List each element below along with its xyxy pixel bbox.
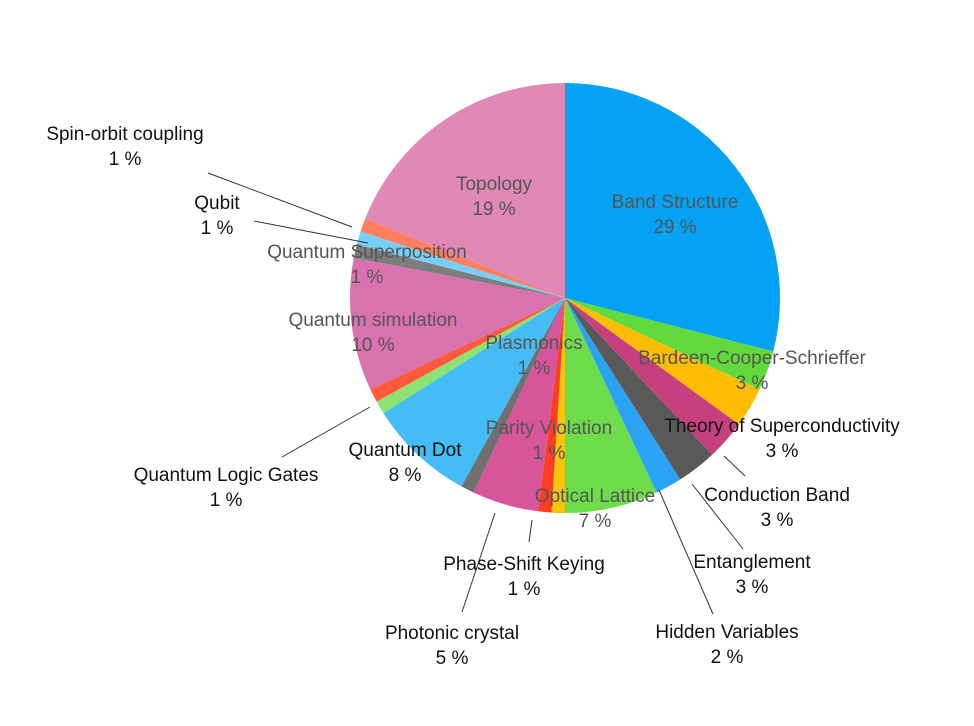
slice-value-label-theory-of-superconductivity: 3 % [766, 441, 799, 462]
leader-line-entanglement [691, 483, 744, 550]
slice-name-label-hidden-variables: Hidden Variables [655, 622, 798, 643]
slice-value-label-bardeen-cooper-schrieffer: 3 % [736, 373, 769, 394]
slice-value-label-conduction-band: 3 % [761, 510, 794, 531]
slice-name-label-topology: Topology [456, 174, 533, 195]
slice-value-label-parity-violation: 1 % [533, 443, 566, 464]
leader-line-qubit [253, 220, 369, 244]
pie-slice-conduction-band-3 [565, 298, 739, 455]
leader-line-phase-shift-keying [528, 519, 533, 543]
leader-lines [207, 172, 746, 615]
pie-slice-topology-18 [365, 83, 565, 298]
slice-value-label-entanglement: 3 % [736, 577, 769, 598]
pie-slice-bardeen-cooper-schrieffer-1 [565, 298, 774, 390]
pie-slices [350, 82, 781, 513]
leader-line-hidden-variables [658, 489, 714, 615]
slice-labels: Band Structure 29 % Bardeen-Cooper-Schrief… [46, 124, 900, 669]
pie-slice-plasmonics-10 [461, 298, 565, 493]
slice-value-label-qubit: 1 % [201, 218, 234, 239]
slice-name-label-quantum-superposition: Quantum Superposition [267, 242, 467, 263]
pie-slice-quantum-superposition-15 [353, 244, 565, 298]
slice-name-label-parity-violation: Parity Violation [486, 418, 612, 439]
leader-line-photonic-crystal [461, 512, 496, 613]
slice-value-label-band-structure: 29 % [653, 217, 696, 238]
slice-name-label-conduction-band: Conduction Band [704, 485, 850, 506]
slice-name-label-plasmonics: Plasmonics [485, 333, 582, 354]
slice-value-label-phase-shift-keying: 1 % [508, 579, 541, 600]
slice-name-label-quantum-logic-gates: Quantum Logic Gates [134, 465, 319, 486]
pie-slice-quantum-logic-gates-12 [376, 298, 565, 414]
pie-slice-quantum-simulation-14 [350, 257, 565, 390]
pie-slice-entanglement-4 [565, 298, 713, 480]
pie-slice-theory-of-superconductivity-2 [565, 298, 760, 425]
pie-slice-phase-shift-13 [370, 298, 565, 402]
slice-name-label-phase-shift-keying: Phase-Shift Keying [443, 554, 605, 575]
slice-name-label-quantum-dot: Quantum Dot [349, 440, 463, 461]
slice-name-label-band-structure: Band Structure [612, 192, 739, 213]
slice-name-label-quantum-simulation: Quantum simulation [289, 310, 458, 331]
slice-value-label-quantum-superposition: 1 % [351, 267, 384, 288]
slice-value-label-quantum-logic-gates: 1 % [210, 490, 243, 511]
slice-name-label-optical-lattice: Optical Lattice [535, 486, 655, 507]
pie-slice-photonic-crystal-9 [473, 298, 565, 512]
slice-value-label-hidden-variables: 2 % [711, 647, 744, 668]
pie-slice-optical-lattice-6 [565, 298, 657, 513]
pie-slice-quantum-dot-11 [383, 298, 565, 487]
leader-line-conduction-band [723, 455, 746, 477]
pie-slice-spin-orbit-coupling-17 [360, 218, 565, 298]
pie-slice-parity-violation-7 [551, 298, 565, 513]
pie-slice-hidden-variables-5 [565, 298, 681, 493]
slice-name-label-bardeen-cooper-schrieffer: Bardeen-Cooper-Schrieffer [638, 348, 866, 369]
pie-slice-band-structure-0 [565, 82, 781, 352]
slice-value-label-quantum-dot: 8 % [389, 465, 422, 486]
slice-name-label-photonic-crystal: Photonic crystal [385, 623, 519, 644]
slice-name-label-entanglement: Entanglement [693, 552, 811, 573]
slice-value-label-optical-lattice: 7 % [579, 511, 612, 532]
leader-line-quantum-logic-gates [281, 406, 371, 458]
slice-value-label-spin-orbit-coupling: 1 % [109, 149, 142, 170]
slice-value-label-photonic-crystal: 5 % [436, 648, 469, 669]
slice-value-label-topology: 19 % [472, 199, 515, 220]
slice-value-label-plasmonics: 1 % [518, 358, 551, 379]
slice-value-label-quantum-simulation: 10 % [351, 335, 394, 356]
slice-name-label-qubit: Qubit [194, 193, 240, 214]
pie-slice-qubit-16 [356, 231, 565, 298]
slice-name-label-theory-of-superconductivity: Theory of Superconductivity [664, 416, 900, 437]
pie-slice-phase-shift-keying-8 [538, 298, 565, 513]
leader-line-spin-orbit-coupling [207, 172, 353, 228]
slice-name-label-spin-orbit-coupling: Spin-orbit coupling [46, 124, 203, 145]
